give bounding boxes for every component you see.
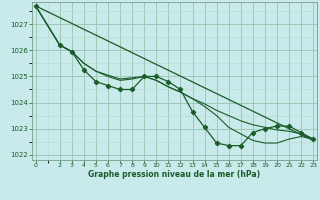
- X-axis label: Graphe pression niveau de la mer (hPa): Graphe pression niveau de la mer (hPa): [88, 170, 260, 179]
